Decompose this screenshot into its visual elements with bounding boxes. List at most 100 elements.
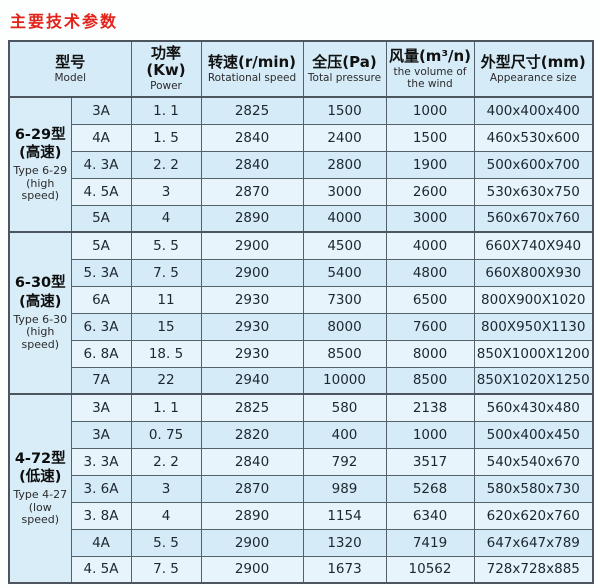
cell-volume: 2138: [385, 393, 475, 422]
table-row: 3A 0. 75 2820 400 1000 500x400x450: [9, 420, 594, 449]
cell-power: 22: [130, 366, 202, 395]
cell-volume: 7419: [385, 528, 475, 557]
cell-speed: 2940: [200, 366, 304, 395]
column-header-zh: 全压(Pa): [312, 52, 377, 71]
cell-speed: 2870: [200, 474, 304, 503]
table-row: 5. 3A 7. 5 2900 5400 4800 660X800X930: [9, 258, 594, 287]
cell-size: 560x670x760: [473, 204, 594, 233]
cell-speed: 2840: [200, 447, 304, 476]
column-header-size: 外型尺寸(mm) Appearance size: [473, 40, 594, 98]
column-header-power: 功率(Kw) Power: [130, 40, 202, 98]
column-header-en: Rotational speed: [207, 71, 297, 84]
cell-power: 2. 2: [130, 150, 202, 179]
cell-model: 4. 5A: [70, 555, 132, 584]
cell-power: 11: [130, 285, 202, 314]
table-row: 6A 11 2930 7300 6500 800X900X1020: [9, 285, 594, 314]
cell-pressure: 1500: [302, 96, 387, 125]
table-row: 6. 3A 15 2930 8000 7600 800X950X1130: [9, 312, 594, 341]
cell-power: 7. 5: [130, 555, 202, 584]
group-label-4-72: 4-72型 (低速) Type 4-27 (low speed): [8, 393, 72, 584]
column-header-zh: 转速(r/min): [207, 52, 297, 71]
cell-model: 3A: [70, 420, 132, 449]
cell-size: 540x540x670: [473, 447, 594, 476]
table-row: 6-29型 (高速) Type 6-29 (high speed) 3A 1. 1 282…: [8, 96, 594, 233]
cell-volume: 8000: [385, 339, 475, 368]
cell-model: 6. 3A: [70, 312, 132, 341]
table-row: 6. 8A 18. 5 2930 8500 8000 850X1000X1200: [9, 339, 594, 368]
cell-pressure: 4500: [302, 231, 387, 260]
cell-volume: 3517: [385, 447, 475, 476]
cell-model: 6. 8A: [70, 339, 132, 368]
cell-model: 3. 3A: [70, 447, 132, 476]
cell-model: 4A: [70, 123, 132, 152]
cell-size: 530x630x750: [473, 177, 594, 206]
cell-volume: 1500: [385, 123, 475, 152]
cell-size: 660X740X940: [473, 231, 594, 260]
cell-model: 3. 8A: [70, 501, 132, 530]
group-label-6-30: 6-30型 (高速) Type 6-30 (high speed): [8, 231, 72, 395]
cell-volume: 8500: [385, 366, 475, 395]
cell-power: 7. 5: [130, 258, 202, 287]
cell-model: 7A: [70, 366, 132, 395]
table-row: 4. 5A 7. 5 2900 1673 10562 728x728x885: [9, 555, 594, 584]
column-header-en: the volume of the wind: [393, 66, 467, 90]
group-label-en: Type 6-29 (high speed): [13, 164, 68, 203]
cell-size: 400x400x400: [473, 96, 594, 125]
column-header-model: 型号 Model: [8, 40, 132, 98]
cell-speed: 2900: [200, 258, 304, 287]
column-header-en: Total pressure: [307, 71, 382, 84]
cell-volume: 7600: [385, 312, 475, 341]
cell-pressure: 8500: [302, 339, 387, 368]
cell-speed: 2890: [200, 204, 304, 233]
cell-power: 1. 5: [130, 123, 202, 152]
table-row: 3. 8A 4 2890 1154 6340 620x620x760: [9, 501, 594, 530]
cell-size: 850X1020X1250: [473, 366, 594, 395]
cell-volume: 1900: [385, 150, 475, 179]
table-row: 4A 1. 5 2840 2400 1500 460x530x600: [9, 123, 594, 152]
group-label-en: Type 4-27 (low speed): [13, 488, 68, 527]
cell-pressure: 792: [302, 447, 387, 476]
cell-speed: 2825: [200, 96, 304, 125]
cell-pressure: 3000: [302, 177, 387, 206]
cell-speed: 2900: [200, 555, 304, 584]
table-row: 4A 5. 5 2900 1320 7419 647x647x789: [9, 528, 594, 557]
spec-table: 型号 Model 功率(Kw) Power 转速(r/min) Rotational sp…: [8, 40, 594, 584]
cell-speed: 2840: [200, 150, 304, 179]
cell-size: 800X900X1020: [473, 285, 594, 314]
cell-volume: 10562: [385, 555, 475, 584]
cell-model: 4. 3A: [70, 150, 132, 179]
table-row: 7A 22 2940 10000 8500 850X1020X1250: [9, 366, 594, 395]
cell-model: 3A: [70, 393, 132, 422]
cell-size: 580x580x730: [473, 474, 594, 503]
cell-pressure: 1673: [302, 555, 387, 584]
group-label-6-29: 6-29型 (高速) Type 6-29 (high speed): [8, 96, 72, 233]
cell-size: 850X1000X1200: [473, 339, 594, 368]
cell-volume: 1000: [385, 420, 475, 449]
cell-volume: 4000: [385, 231, 475, 260]
cell-speed: 2900: [200, 231, 304, 260]
table-header: 型号 Model 功率(Kw) Power 转速(r/min) Rotational sp…: [8, 40, 594, 98]
cell-model: 5A: [70, 231, 132, 260]
cell-pressure: 1320: [302, 528, 387, 557]
cell-size: 800X950X1130: [473, 312, 594, 341]
cell-power: 1. 1: [130, 393, 202, 422]
cell-volume: 5268: [385, 474, 475, 503]
cell-size: 500x600x700: [473, 150, 594, 179]
column-header-en: Power: [150, 80, 182, 93]
cell-pressure: 2800: [302, 150, 387, 179]
cell-pressure: 10000: [302, 366, 387, 395]
column-header-zh: 外型尺寸(mm): [480, 52, 586, 71]
cell-model: 4. 5A: [70, 177, 132, 206]
cell-speed: 2870: [200, 177, 304, 206]
group-label-zh: 6-30型: [14, 275, 66, 292]
cell-speed: 2930: [200, 339, 304, 368]
cell-size: 620x620x760: [473, 501, 594, 530]
group-label-en: Type 6-30 (high speed): [13, 312, 68, 351]
cell-pressure: 2400: [302, 123, 387, 152]
table-row: 4-72型 (低速) Type 4-27 (low speed) 3A 1. 1 2825…: [8, 393, 594, 584]
cell-speed: 2825: [200, 393, 304, 422]
cell-speed: 2840: [200, 123, 304, 152]
cell-pressure: 580: [302, 393, 387, 422]
cell-size: 647x647x789: [473, 528, 594, 557]
cell-volume: 4800: [385, 258, 475, 287]
